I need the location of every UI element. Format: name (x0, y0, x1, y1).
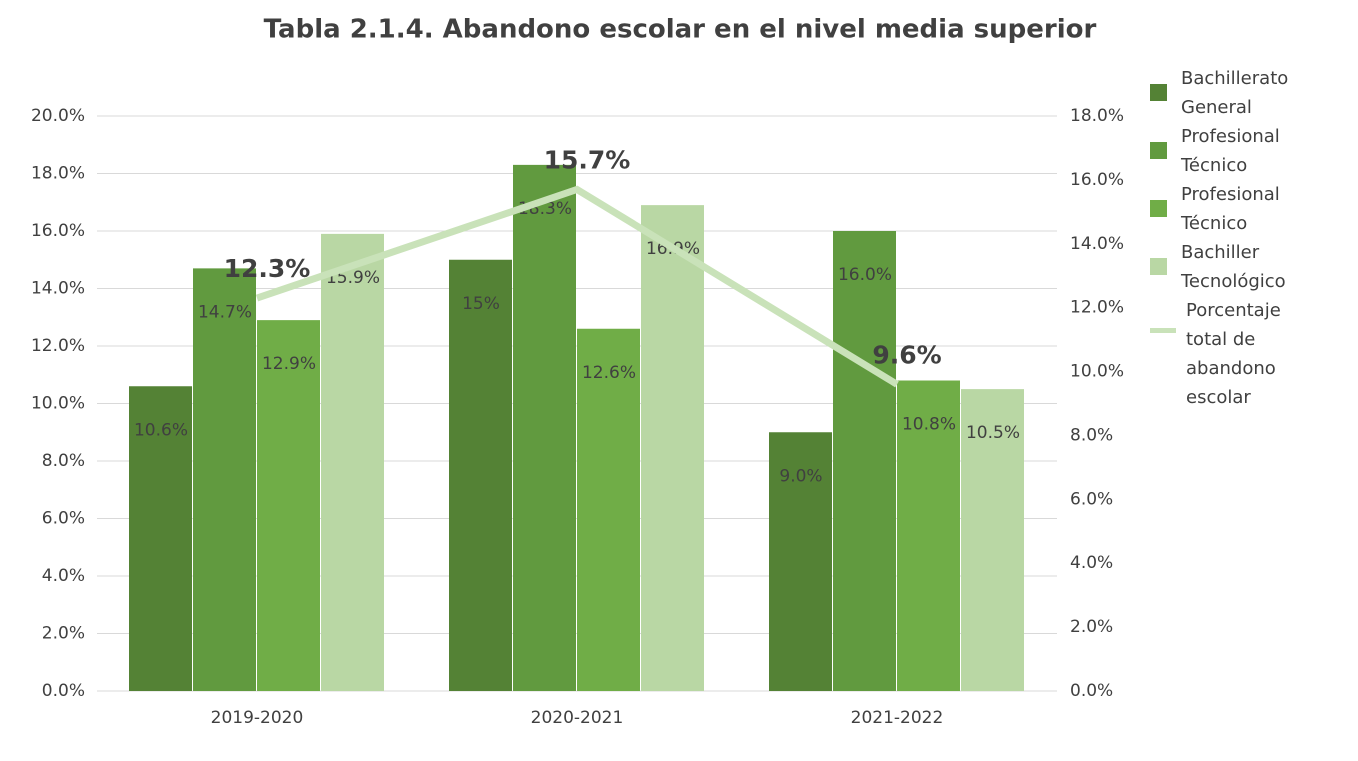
y2-tick-label: 2.0% (1070, 617, 1113, 637)
bar-value-label: 14.7% (198, 302, 252, 322)
bar (513, 164, 576, 691)
bar (449, 259, 512, 691)
legend-item: Bachiller Tecnológico (1150, 238, 1350, 296)
bar (257, 320, 320, 691)
chart-title: Tabla 2.1.4. Abandono escolar en el nive… (264, 15, 1097, 45)
bar (897, 380, 960, 691)
y-tick-label: 10.0% (31, 394, 85, 414)
line-value-label: 15.7% (544, 145, 631, 174)
y-tick-label: 18.0% (31, 164, 85, 184)
x-tick-label: 2019-2020 (211, 708, 304, 728)
y2-tick-label: 0.0% (1070, 681, 1113, 701)
bar-value-label: 10.5% (966, 423, 1020, 443)
bar-value-label: 10.6% (134, 420, 188, 440)
y-tick-label: 4.0% (42, 566, 85, 586)
y2-tick-label: 6.0% (1070, 489, 1113, 509)
legend-item: Porcentaje total de abandono escolar (1150, 296, 1350, 412)
line-value-label: 12.3% (224, 254, 311, 283)
legend-swatch (1150, 142, 1167, 159)
bar-value-label: 16.0% (838, 265, 892, 285)
legend-item: Profesional Técnico (1150, 180, 1350, 238)
legend: Bachillerato General Profesional Técnico P… (1150, 64, 1350, 412)
y2-tick-label: 14.0% (1070, 234, 1124, 254)
bar (193, 268, 256, 691)
bar (577, 328, 640, 691)
bar (769, 432, 832, 691)
line (255, 185, 899, 388)
legend-label: Bachiller Tecnológico (1181, 242, 1286, 292)
bar-value-label: 12.6% (582, 363, 636, 383)
legend-swatch (1150, 258, 1167, 275)
bar-value-label: 9.0% (779, 466, 822, 486)
line-value-label: 9.6% (872, 340, 941, 369)
legend-swatch (1150, 328, 1176, 333)
bar (833, 231, 896, 691)
y-tick-label: 0.0% (42, 681, 85, 701)
bar-value-label: 10.8% (902, 415, 956, 435)
legend-item: Profesional Técnico (1150, 122, 1350, 180)
legend-label: Profesional Técnico (1181, 126, 1280, 176)
y-tick-label: 8.0% (42, 451, 85, 471)
y-tick-label: 16.0% (31, 221, 85, 241)
bar (129, 386, 192, 691)
y2-tick-label: 16.0% (1070, 170, 1124, 190)
bar (641, 205, 704, 691)
legend-label: Profesional Técnico (1181, 184, 1280, 234)
bar (321, 233, 384, 691)
y-tick-label: 6.0% (42, 509, 85, 529)
bar (961, 389, 1024, 691)
y2-tick-label: 10.0% (1070, 362, 1124, 382)
legend-item: Bachillerato General (1150, 64, 1350, 122)
legend-swatch (1150, 200, 1167, 217)
y-tick-label: 14.0% (31, 279, 85, 299)
y-tick-label: 20.0% (31, 106, 85, 126)
legend-label: Porcentaje total de abandono escolar (1186, 300, 1281, 408)
x-tick-label: 2021-2022 (851, 708, 944, 728)
y-tick-label: 2.0% (42, 624, 85, 644)
y2-tick-label: 18.0% (1070, 106, 1124, 126)
legend-swatch (1150, 84, 1167, 101)
bar-value-label: 12.9% (262, 354, 316, 374)
legend-label: Bachillerato General (1181, 68, 1289, 118)
y-tick-label: 12.0% (31, 336, 85, 356)
bar-value-label: 15% (462, 294, 500, 314)
y2-tick-label: 12.0% (1070, 298, 1124, 318)
y2-tick-label: 4.0% (1070, 553, 1113, 573)
x-tick-label: 2020-2021 (531, 708, 624, 728)
y2-tick-label: 8.0% (1070, 425, 1113, 445)
